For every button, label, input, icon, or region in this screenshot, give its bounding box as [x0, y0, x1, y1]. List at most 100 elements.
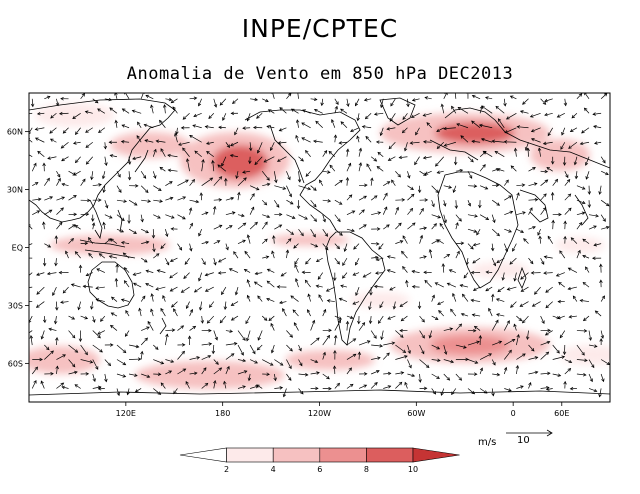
wind-vector-head — [434, 316, 439, 320]
wind-vector — [305, 150, 311, 157]
wind-vector — [507, 286, 517, 290]
wind-vector-head — [101, 175, 106, 180]
wind-vector — [237, 385, 246, 389]
wind-vector-head — [122, 374, 127, 378]
wind-vector — [491, 199, 500, 206]
colorbar-label: 2 — [224, 465, 229, 474]
wind-vector-head — [492, 219, 496, 224]
wind-vector-head — [375, 271, 379, 275]
wind-vector-head — [279, 300, 283, 305]
wind-vector-head — [290, 108, 295, 112]
wind-vector — [443, 373, 450, 381]
wind-vector — [160, 148, 166, 157]
wind-vector-head — [140, 218, 144, 223]
wind-vector — [467, 171, 473, 179]
wind-vector-head — [436, 170, 441, 174]
wind-vector-head — [266, 372, 270, 376]
wind-vector-head — [555, 273, 560, 277]
wind-vector — [104, 142, 106, 149]
wind-vector-head — [550, 161, 555, 165]
wind-vector — [383, 181, 390, 186]
wind-vector-head — [496, 313, 500, 317]
wind-vector-head — [463, 345, 467, 349]
wind-vector-head — [231, 211, 236, 215]
wind-vector-head — [543, 193, 547, 197]
wind-vector-head — [120, 140, 125, 144]
wind-vector-head — [557, 316, 561, 320]
wind-vector-head — [400, 317, 405, 322]
wind-vector — [32, 210, 40, 215]
wind-vector-head — [401, 250, 405, 255]
wind-vector — [273, 235, 275, 244]
wind-vector-head — [256, 384, 260, 388]
wind-vector-head — [125, 310, 129, 314]
wind-vector-head — [530, 138, 535, 142]
wind-vector-head — [229, 154, 234, 158]
wind-vector — [194, 150, 202, 158]
wind-vector — [266, 298, 275, 302]
wind-vector-head — [296, 205, 301, 210]
wind-vector-head — [155, 253, 160, 257]
wind-vector — [381, 330, 384, 340]
wind-vector — [50, 138, 57, 143]
wind-vector — [141, 326, 150, 331]
wind-vector-head — [58, 270, 63, 275]
wind-vector-head — [474, 360, 479, 364]
wind-vector — [104, 156, 107, 166]
wind-vector — [31, 366, 38, 375]
wind-vector-head — [98, 183, 102, 187]
wind-vector — [419, 208, 424, 215]
wind-vector-head — [81, 93, 86, 97]
wind-vector — [189, 309, 193, 317]
wind-vector-head — [529, 114, 534, 118]
wind-vector-head — [324, 233, 329, 237]
wind-vector — [534, 286, 541, 295]
wind-vector-head — [456, 123, 460, 127]
wind-vector — [370, 195, 378, 201]
wind-vector — [88, 253, 94, 259]
wind-vector-head — [474, 214, 478, 218]
wind-vector — [599, 388, 602, 397]
wind-vector-head — [242, 385, 246, 389]
wind-vector-head — [544, 98, 548, 103]
wind-vector — [576, 222, 583, 230]
wind-vector-head — [268, 317, 273, 322]
wind-vector — [319, 179, 324, 186]
wind-vector-head — [348, 367, 352, 372]
wind-vector-head — [398, 222, 402, 227]
wind-vector — [383, 372, 391, 375]
wind-vector — [56, 382, 64, 389]
wind-vector-head — [242, 222, 247, 227]
wind-vector — [140, 185, 149, 193]
wind-vector-head — [579, 298, 584, 303]
wind-vector-head — [234, 131, 238, 136]
wind-vector — [37, 112, 45, 115]
wind-vector — [582, 255, 590, 259]
wind-vector — [109, 255, 118, 259]
wind-vector — [80, 344, 88, 355]
wind-vector-head — [400, 334, 404, 338]
wind-vector — [266, 280, 275, 288]
wind-vector — [116, 344, 127, 353]
wind-vector — [88, 237, 94, 244]
wind-vector-head — [569, 128, 574, 132]
wind-vector — [322, 214, 326, 222]
wind-vector-head — [554, 178, 559, 183]
wind-vector-head — [495, 183, 500, 188]
wind-vector-head — [398, 155, 403, 160]
wind-vector — [376, 257, 384, 261]
wind-vector — [104, 200, 108, 208]
wind-vector-head — [295, 119, 300, 123]
wind-vector-head — [60, 300, 64, 304]
wind-vector — [595, 310, 602, 317]
wind-vector-head — [162, 295, 166, 299]
wind-vector-head — [333, 334, 338, 339]
wind-vector — [402, 113, 408, 120]
wind-vector — [443, 185, 452, 188]
wind-vector-head — [542, 101, 547, 105]
wind-vector — [503, 98, 506, 107]
wind-vector-head — [300, 158, 304, 162]
wind-vector-head — [379, 304, 383, 309]
wind-vector-head — [525, 336, 530, 341]
wind-vector — [153, 185, 162, 191]
